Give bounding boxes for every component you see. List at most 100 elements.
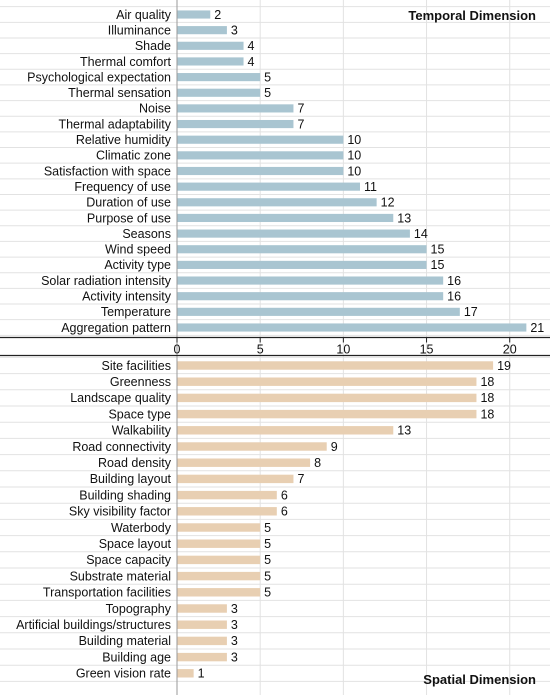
spatial-bar	[177, 458, 311, 467]
temporal-value-label: 15	[431, 258, 445, 272]
spatial-value-label: 3	[231, 618, 238, 632]
spatial-bar	[177, 442, 327, 451]
temporal-category-label: Frequency of use	[74, 180, 171, 194]
spatial-bar	[177, 539, 261, 548]
temporal-value-label: 12	[381, 196, 395, 210]
temporal-bar	[177, 135, 344, 144]
spatial-bar	[177, 571, 261, 581]
spatial-category-label: Sky visibility factor	[69, 505, 171, 519]
temporal-category-label: Thermal adaptability	[58, 117, 171, 131]
spatial-value-label: 18	[480, 407, 494, 421]
spatial-category-label: Building age	[102, 650, 171, 664]
spatial-category-label: Waterbody	[111, 521, 172, 535]
x-tick-label: 0	[174, 343, 181, 357]
temporal-category-label: Thermal sensation	[68, 86, 171, 100]
spatial-bar	[177, 604, 227, 613]
temporal-category-label: Satisfaction with space	[44, 164, 171, 178]
temporal-value-label: 10	[347, 149, 361, 163]
temporal-bar	[177, 26, 227, 35]
temporal-bar	[177, 151, 344, 160]
spatial-category-label: Space layout	[99, 537, 172, 551]
spatial-category-label: Transportation facilities	[43, 586, 171, 600]
temporal-bar	[177, 276, 444, 285]
spatial-category-label: Road connectivity	[72, 440, 171, 454]
temporal-bar	[177, 213, 394, 223]
temporal-value-label: 16	[447, 290, 461, 304]
temporal-value-label: 13	[397, 211, 411, 225]
temporal-bar	[177, 229, 410, 238]
spatial-bar	[177, 377, 477, 386]
temporal-category-label: Thermal comfort	[80, 55, 172, 69]
spatial-bar	[177, 620, 227, 629]
spatial-bar	[177, 507, 277, 516]
spatial-category-label: Topography	[106, 602, 172, 616]
temporal-title: Temporal Dimension	[408, 8, 536, 23]
x-tick-label: 20	[503, 343, 517, 357]
x-tick-label: 5	[257, 343, 264, 357]
temporal-category-label: Solar radiation intensity	[41, 274, 172, 288]
temporal-category-label: Purpose of use	[87, 211, 171, 225]
spatial-bar	[177, 669, 194, 678]
spatial-bar	[177, 636, 227, 646]
temporal-bar	[177, 166, 344, 176]
temporal-bar	[177, 73, 261, 82]
spatial-value-label: 19	[497, 359, 511, 373]
temporal-value-label: 7	[297, 102, 304, 116]
spatial-category-label: Building layout	[90, 472, 172, 486]
temporal-bar	[177, 260, 427, 269]
temporal-category-label: Activity type	[104, 258, 171, 272]
temporal-category-label: Seasons	[122, 227, 171, 241]
spatial-category-label: Building material	[79, 634, 171, 648]
spatial-category-label: Space capacity	[86, 553, 172, 567]
temporal-category-label: Illuminance	[108, 23, 171, 37]
temporal-category-label: Relative humidity	[76, 133, 172, 147]
spatial-category-label: Site facilities	[102, 359, 171, 373]
spatial-bar	[177, 393, 477, 403]
temporal-category-label: Noise	[139, 102, 171, 116]
temporal-value-label: 10	[347, 164, 361, 178]
temporal-bar	[177, 323, 527, 332]
temporal-value-label: 21	[530, 321, 544, 335]
temporal-bar	[177, 119, 294, 129]
temporal-category-label: Psychological expectation	[27, 70, 171, 84]
spatial-value-label: 5	[264, 569, 271, 583]
temporal-value-label: 16	[447, 274, 461, 288]
spatial-value-label: 1	[198, 667, 205, 681]
temporal-bar	[177, 57, 244, 66]
temporal-bar	[177, 104, 294, 113]
spatial-bar	[177, 555, 261, 565]
spatial-value-label: 3	[231, 634, 238, 648]
spatial-value-label: 3	[231, 650, 238, 664]
temporal-category-label: Duration of use	[86, 196, 171, 210]
spatial-value-label: 9	[331, 440, 338, 454]
temporal-category-label: Wind speed	[105, 243, 171, 257]
spatial-category-label: Walkability	[112, 424, 172, 438]
spatial-bar	[177, 652, 227, 662]
spatial-value-label: 6	[281, 488, 288, 502]
temporal-value-label: 17	[464, 305, 478, 319]
spatial-category-label: Space type	[108, 407, 171, 421]
spatial-value-label: 5	[264, 553, 271, 567]
spatial-value-label: 3	[231, 602, 238, 616]
temporal-bar	[177, 307, 460, 316]
spatial-value-label: 6	[281, 505, 288, 519]
spatial-value-label: 13	[397, 424, 411, 438]
spatial-bar	[177, 523, 261, 532]
temporal-value-label: 4	[248, 39, 255, 53]
temporal-bar	[177, 182, 360, 191]
spatial-category-label: Green vision rate	[76, 667, 171, 681]
temporal-bar	[177, 88, 261, 97]
temporal-category-label: Air quality	[116, 8, 172, 22]
spatial-category-label: Building shading	[79, 488, 171, 502]
temporal-bar	[177, 41, 244, 50]
temporal-value-label: 5	[264, 70, 271, 84]
temporal-category-label: Shade	[135, 39, 171, 53]
temporal-bar	[177, 292, 444, 301]
spatial-title: Spatial Dimension	[423, 672, 536, 687]
spatial-bar	[177, 361, 494, 370]
temporal-category-label: Activity intensity	[82, 290, 172, 304]
spatial-bar	[177, 490, 277, 500]
spatial-category-label: Road density	[98, 456, 172, 470]
